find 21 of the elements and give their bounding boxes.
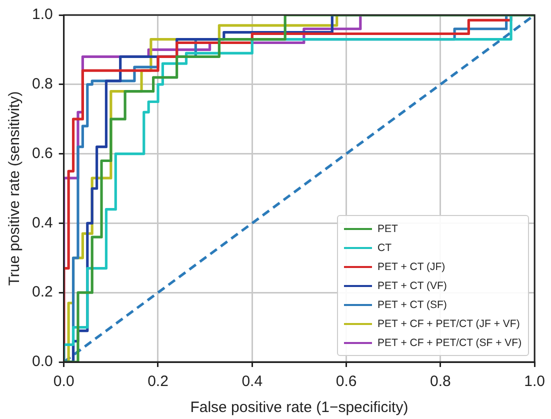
x-tick-label: 0.6 [336,373,357,390]
legend-label: PET + CT (VF) [378,280,447,292]
x-tick-label: 0.2 [148,373,168,390]
y-tick-label: 1.0 [32,6,53,24]
legend-label: PET + CF + PET/CT (SF + VF) [378,336,522,348]
y-tick-label: 0.0 [32,353,53,370]
y-tick-label: 0.2 [32,284,53,301]
y-axis-title: True positive rate (sensitivity) [6,91,24,286]
y-tick-label: 0.4 [32,214,53,232]
legend-label: PET [378,222,398,234]
x-axis-title: False positive rate (1−specificity) [190,399,408,416]
y-tick-label: 0.6 [32,144,53,162]
x-tick-label: 1.0 [524,373,546,390]
legend-label: PET + CF + PET/CT (JF + VF) [378,318,520,330]
legend-label: CT [378,242,392,254]
x-tick-label: 0.0 [53,373,74,390]
legend-label: PET + CT (JF) [378,260,446,272]
x-tick-label: 0.4 [242,373,263,390]
x-tick-label: 0.8 [430,373,451,390]
y-tick-label: 0.8 [32,76,53,93]
legend-label: PET + CT (SF) [378,298,447,310]
